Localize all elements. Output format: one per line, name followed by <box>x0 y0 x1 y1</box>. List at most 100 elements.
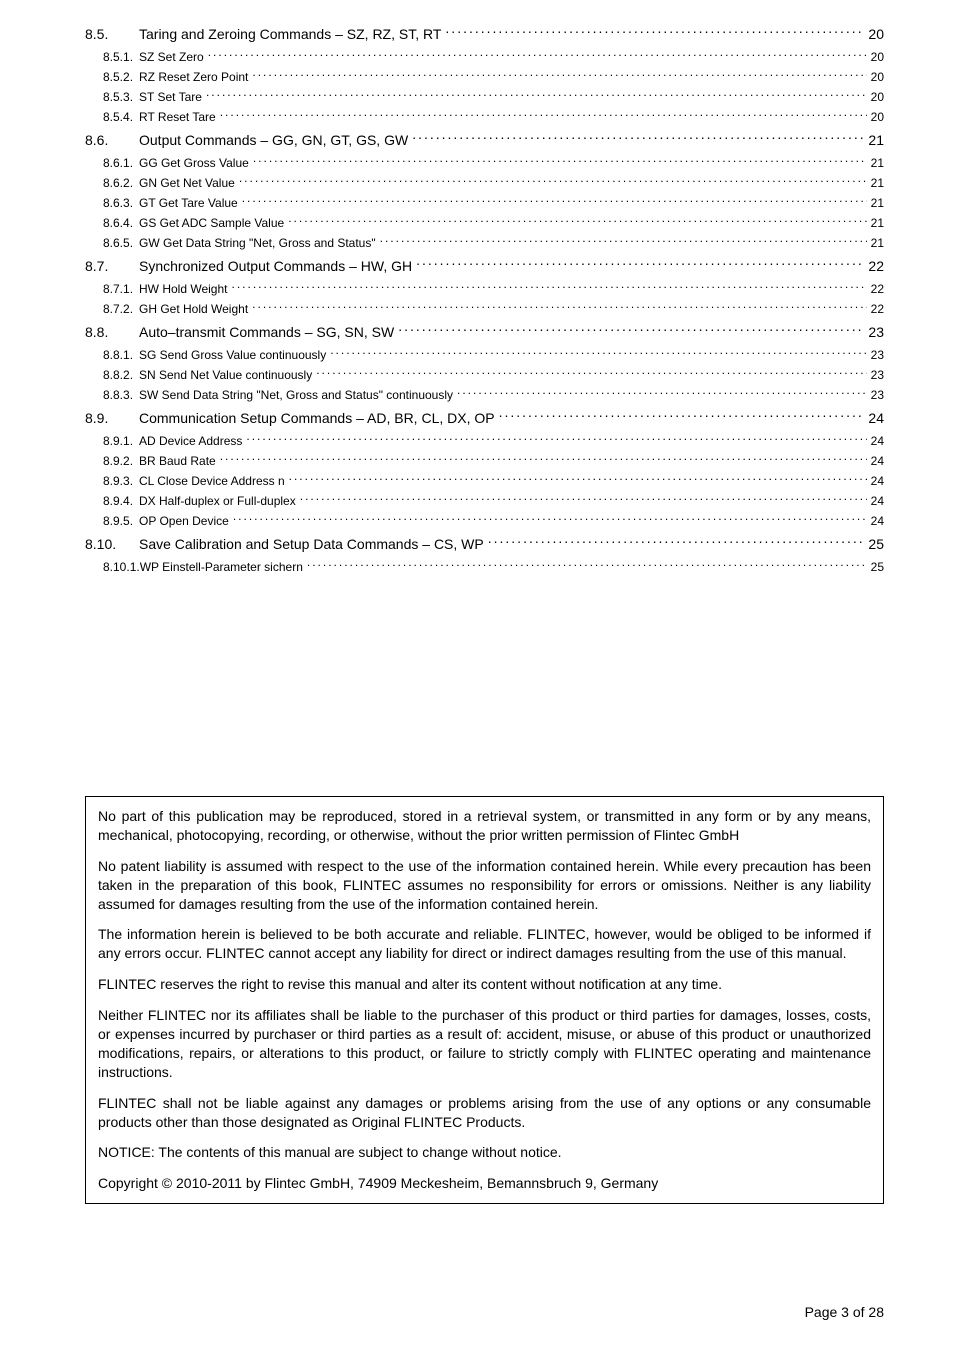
toc-number: 8.8.1. <box>85 346 139 364</box>
toc-label: Synchronized Output Commands – HW, GH <box>139 256 412 277</box>
toc-row: 8.6.2.GN Get Net Value 21 <box>85 174 884 192</box>
toc-label: Taring and Zeroing Commands – SZ, RZ, ST… <box>139 24 441 45</box>
toc-label: Output Commands – GG, GN, GT, GS, GW <box>139 130 408 151</box>
toc-label: WP Einstell-Parameter sichern <box>140 558 303 576</box>
toc-row: 8.9.4.DX Half-duplex or Full-duplex 24 <box>85 492 884 510</box>
toc-leader <box>457 387 867 399</box>
disclaimer-box: No part of this publication may be repro… <box>85 796 884 1204</box>
toc-number: 8.9. <box>85 408 139 429</box>
toc-number: 8.7.1. <box>85 280 139 298</box>
toc-row: 8.8.3.SW Send Data String "Net, Gross an… <box>85 386 884 404</box>
toc-row: 8.7.2.GH Get Hold Weight 22 <box>85 300 884 318</box>
toc-number: 8.5.2. <box>85 68 139 86</box>
toc-leader <box>252 301 866 313</box>
toc-page: 25 <box>871 558 884 576</box>
toc-number: 8.6.4. <box>85 214 139 232</box>
toc-leader <box>330 347 866 359</box>
toc-label: SG Send Gross Value continuously <box>139 346 326 364</box>
toc-number: 8.5.1. <box>85 48 139 66</box>
toc-row: 8.9.5.OP Open Device 24 <box>85 512 884 530</box>
toc-leader <box>253 155 867 167</box>
toc-label: BR Baud Rate <box>139 452 216 470</box>
toc-label: DX Half-duplex or Full-duplex <box>139 492 296 510</box>
toc-leader <box>289 473 867 485</box>
toc-page: 21 <box>868 130 884 151</box>
toc-page: 21 <box>871 154 884 172</box>
toc-page: 24 <box>868 408 884 429</box>
toc-row: 8.9.2.BR Baud Rate 24 <box>85 452 884 470</box>
toc-row: 8.6.5.GW Get Data String "Net, Gross and… <box>85 234 884 252</box>
toc-page: 24 <box>871 452 884 470</box>
toc-number: 8.6.1. <box>85 154 139 172</box>
toc-leader <box>239 175 867 187</box>
toc-row: 8.6.3.GT Get Tare Value 21 <box>85 194 884 212</box>
disclaimer-paragraph: Neither FLINTEC nor its affiliates shall… <box>98 1006 871 1082</box>
toc-number: 8.9.4. <box>85 492 139 510</box>
toc-leader <box>499 409 865 423</box>
toc-row: 8.5.4.RT Reset Tare 20 <box>85 108 884 126</box>
toc-page: 20 <box>871 88 884 106</box>
toc-row: 8.8.Auto–transmit Commands – SG, SN, SW … <box>85 322 884 343</box>
toc-label: Communication Setup Commands – AD, BR, C… <box>139 408 495 429</box>
toc-number: 8.9.2. <box>85 452 139 470</box>
toc-row: 8.10.Save Calibration and Setup Data Com… <box>85 534 884 555</box>
toc-label: RT Reset Tare <box>139 108 216 126</box>
toc-number: 8.5.4. <box>85 108 139 126</box>
toc-page: 20 <box>868 24 884 45</box>
toc-row: 8.8.1.SG Send Gross Value continuously 2… <box>85 346 884 364</box>
toc-row: 8.9.1.AD Device Address 24 <box>85 432 884 450</box>
toc-leader <box>208 49 867 61</box>
toc-leader <box>380 235 867 247</box>
toc-number: 8.7. <box>85 256 139 277</box>
toc-leader <box>242 195 867 207</box>
toc-leader <box>488 535 865 549</box>
toc-leader <box>307 559 867 571</box>
toc-page: 20 <box>871 108 884 126</box>
toc-page: 20 <box>871 68 884 86</box>
toc-leader <box>220 453 867 465</box>
toc-label: GH Get Hold Weight <box>139 300 248 318</box>
toc-leader <box>233 513 867 525</box>
toc-label: SN Send Net Value continuously <box>139 366 312 384</box>
toc-page: 22 <box>871 280 884 298</box>
page: 8.5.Taring and Zeroing Commands – SZ, RZ… <box>0 0 954 1350</box>
toc-number: 8.9.3. <box>85 472 139 490</box>
toc-page: 21 <box>871 174 884 192</box>
toc-leader <box>398 323 864 337</box>
toc-leader <box>445 25 864 39</box>
toc-number: 8.5.3. <box>85 88 139 106</box>
toc-number: 8.6.5. <box>85 234 139 252</box>
toc-leader <box>246 433 866 445</box>
toc-page: 23 <box>871 386 884 404</box>
toc-page: 21 <box>871 214 884 232</box>
toc-label: RZ Reset Zero Point <box>139 68 248 86</box>
toc-leader <box>231 281 866 293</box>
toc-label: Save Calibration and Setup Data Commands… <box>139 534 484 555</box>
toc-number: 8.9.1. <box>85 432 139 450</box>
disclaimer-paragraph: NOTICE: The contents of this manual are … <box>98 1143 871 1162</box>
toc-number: 8.8. <box>85 322 139 343</box>
page-footer: Page 3 of 28 <box>805 1304 884 1320</box>
toc-label: GT Get Tare Value <box>139 194 238 212</box>
toc-page: 21 <box>871 234 884 252</box>
toc-row: 8.5.Taring and Zeroing Commands – SZ, RZ… <box>85 24 884 45</box>
toc-row: 8.6.Output Commands – GG, GN, GT, GS, GW… <box>85 130 884 151</box>
toc-leader <box>252 69 866 81</box>
toc-page: 24 <box>871 432 884 450</box>
toc-leader <box>288 215 866 227</box>
toc-label: GG Get Gross Value <box>139 154 249 172</box>
toc-row: 8.5.1.SZ Set Zero 20 <box>85 48 884 66</box>
disclaimer-paragraph: No patent liability is assumed with resp… <box>98 857 871 914</box>
toc-label: Auto–transmit Commands – SG, SN, SW <box>139 322 394 343</box>
disclaimer-paragraph: FLINTEC shall not be liable against any … <box>98 1094 871 1132</box>
toc-leader <box>220 109 867 121</box>
toc-page: 24 <box>871 492 884 510</box>
toc-page: 23 <box>868 322 884 343</box>
toc-leader <box>300 493 867 505</box>
toc-label: GS Get ADC Sample Value <box>139 214 284 232</box>
toc-number: 8.8.3. <box>85 386 139 404</box>
toc-row: 8.10.1.WP Einstell-Parameter sichern 25 <box>85 558 884 576</box>
table-of-contents: 8.5.Taring and Zeroing Commands – SZ, RZ… <box>85 24 884 576</box>
toc-page: 21 <box>871 194 884 212</box>
toc-number: 8.10.1. <box>85 558 140 576</box>
